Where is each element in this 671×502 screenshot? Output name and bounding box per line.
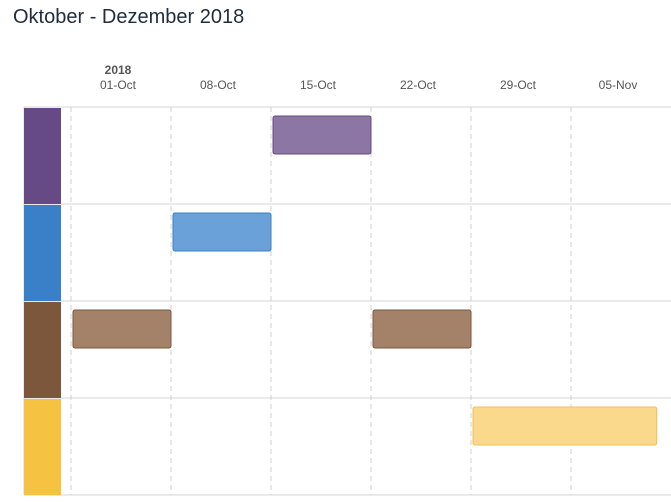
row-color-swatch bbox=[24, 205, 61, 301]
x-axis-ticks: 01-Oct 08-Oct 15-Oct 22-Oct 29-Oct 05-Nov bbox=[100, 78, 637, 92]
x-tick-label: 08-Oct bbox=[200, 78, 237, 92]
year-label: 2018 bbox=[105, 63, 132, 77]
x-tick-label: 01-Oct bbox=[100, 78, 137, 92]
x-tick-label: 05-Nov bbox=[599, 78, 638, 92]
row-color-swatch bbox=[24, 302, 61, 398]
task-bar[interactable] bbox=[272, 115, 372, 155]
task-bar[interactable] bbox=[72, 309, 172, 349]
row-color-swatch bbox=[24, 399, 61, 495]
x-tick-label: 15-Oct bbox=[300, 78, 337, 92]
x-tick-label: 29-Oct bbox=[500, 78, 537, 92]
task-bar[interactable] bbox=[172, 212, 272, 252]
x-tick-label: 22-Oct bbox=[400, 78, 437, 92]
row-color-swatches bbox=[24, 108, 61, 495]
task-bars bbox=[72, 115, 658, 446]
row-color-swatch bbox=[24, 108, 61, 204]
task-bar[interactable] bbox=[472, 406, 658, 446]
task-bar[interactable] bbox=[372, 309, 472, 349]
column-gridlines bbox=[70, 107, 572, 495]
row-gridlines bbox=[23, 106, 671, 496]
page-title: Oktober - Dezember 2018 bbox=[13, 6, 245, 28]
